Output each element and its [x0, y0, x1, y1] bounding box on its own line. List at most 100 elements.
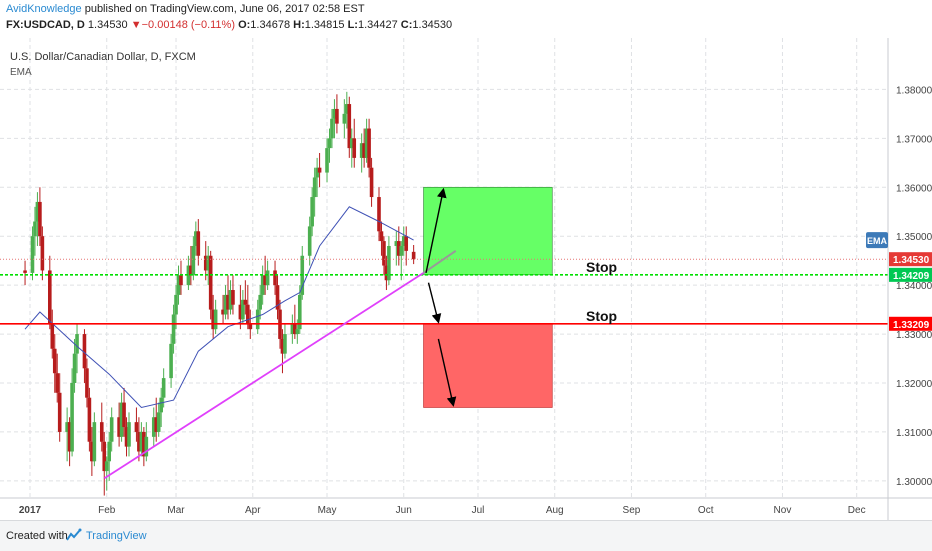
- candle-body: [65, 422, 69, 432]
- candle-body: [382, 241, 386, 266]
- ema-badge-text: EMA: [867, 236, 888, 246]
- candle-body: [307, 226, 312, 256]
- loss-zone-box: [423, 323, 553, 408]
- open-value: 1.34678: [250, 19, 291, 31]
- candle-body: [223, 294, 228, 315]
- close-value: 1.34530: [412, 19, 453, 31]
- footer: Created with TradingView: [0, 520, 932, 551]
- candle-body: [85, 368, 89, 398]
- tradingview-logo-icon[interactable]: [66, 528, 82, 545]
- candle-body: [127, 422, 131, 447]
- candle-body: [280, 338, 285, 354]
- candle-body: [275, 285, 280, 310]
- x-tick-label: Jun: [396, 505, 412, 516]
- candle-body: [379, 231, 384, 242]
- candle-body: [156, 412, 161, 432]
- created-with-text: Created with: [6, 530, 68, 542]
- candle-body: [154, 417, 159, 432]
- y-tick-label: 1.34000: [896, 281, 932, 292]
- candle-body: [40, 236, 45, 271]
- candle-body: [30, 236, 35, 273]
- candle-body: [243, 299, 248, 305]
- price-label-text: 1.34209: [893, 271, 930, 282]
- candle-body: [67, 422, 72, 452]
- candle-body: [186, 265, 191, 286]
- direction-arrow: [437, 338, 457, 407]
- candle-body: [161, 378, 166, 398]
- candle-body: [122, 402, 126, 428]
- candle-body: [203, 255, 208, 271]
- chart-area[interactable]: Stop Stop 1.30000 1.31000 1.32000 1.33000 1.3…: [0, 38, 932, 520]
- high-label: H:: [293, 19, 305, 31]
- candle-body: [208, 255, 213, 310]
- candle-body: [315, 167, 319, 178]
- candle-body: [179, 275, 183, 286]
- candle-body: [176, 275, 181, 295]
- candle-body: [246, 304, 250, 325]
- candle-body: [401, 236, 406, 246]
- stop-annotation: Stop: [586, 308, 617, 324]
- candle-body: [213, 309, 218, 330]
- candle-body: [194, 231, 198, 246]
- support-trendline: [103, 272, 425, 480]
- price-label-box: [889, 252, 932, 267]
- indicator-label: EMA: [10, 67, 32, 78]
- candle-body: [48, 270, 52, 325]
- candle-body: [327, 138, 332, 149]
- candle-body: [55, 373, 60, 393]
- x-tick-label: Nov: [774, 505, 792, 516]
- open-label: O:: [238, 19, 251, 31]
- x-tick-label: Sep: [623, 505, 641, 516]
- candle-body: [109, 417, 114, 442]
- candle-body: [394, 241, 399, 246]
- y-tick-label: 1.31000: [896, 428, 932, 439]
- y-tick-label: 1.38000: [896, 85, 932, 96]
- candle-body: [124, 427, 129, 447]
- y-tick-label: 1.33000: [896, 330, 932, 341]
- candle-body: [221, 309, 225, 315]
- candle-body: [142, 431, 146, 457]
- candle-body: [364, 128, 369, 158]
- candle-body: [258, 294, 262, 310]
- tradingview-brand-link[interactable]: TradingView: [86, 530, 147, 542]
- price-label-text: 1.34530: [893, 255, 930, 266]
- candle-body: [283, 334, 287, 354]
- candle-body: [325, 148, 329, 173]
- candle-body: [310, 197, 314, 227]
- candle-body: [82, 334, 87, 369]
- candle-body: [107, 441, 112, 462]
- price-change: ▼−0.00148 (−0.11%): [130, 19, 235, 31]
- candle-body: [377, 197, 381, 232]
- candle-body: [90, 441, 94, 462]
- candle-body: [134, 422, 139, 432]
- candle-body: [362, 143, 366, 158]
- x-tick-label: Mar: [167, 505, 185, 516]
- candle-body: [23, 270, 27, 273]
- candle-body: [369, 167, 374, 198]
- candle-body: [248, 324, 253, 330]
- x-tick-label: Dec: [848, 505, 866, 516]
- author-link[interactable]: AvidKnowledge: [6, 3, 82, 15]
- close-label: C:: [400, 19, 413, 31]
- candle-body: [335, 108, 339, 124]
- candle-body: [342, 113, 347, 124]
- symbol-name[interactable]: FX:USDCAD, D: [6, 19, 85, 31]
- candle-body: [159, 397, 163, 413]
- candle-body: [169, 343, 173, 379]
- candle-body: [260, 275, 265, 295]
- price-label-box: [889, 267, 932, 282]
- chart-header: AvidKnowledge published on TradingView.c…: [0, 0, 932, 38]
- target-zone-box: [423, 186, 553, 276]
- candle-body: [189, 265, 193, 276]
- candle-body: [226, 294, 230, 310]
- x-tick-label: Feb: [98, 505, 116, 516]
- candle-body: [211, 309, 215, 330]
- candle-body: [75, 334, 79, 354]
- last-price: 1.34530: [87, 19, 128, 31]
- candle-body: [273, 270, 277, 286]
- ema-badge: [866, 232, 888, 249]
- direction-arrow: [425, 187, 447, 274]
- candle-body: [293, 324, 297, 335]
- candle-body: [92, 422, 97, 462]
